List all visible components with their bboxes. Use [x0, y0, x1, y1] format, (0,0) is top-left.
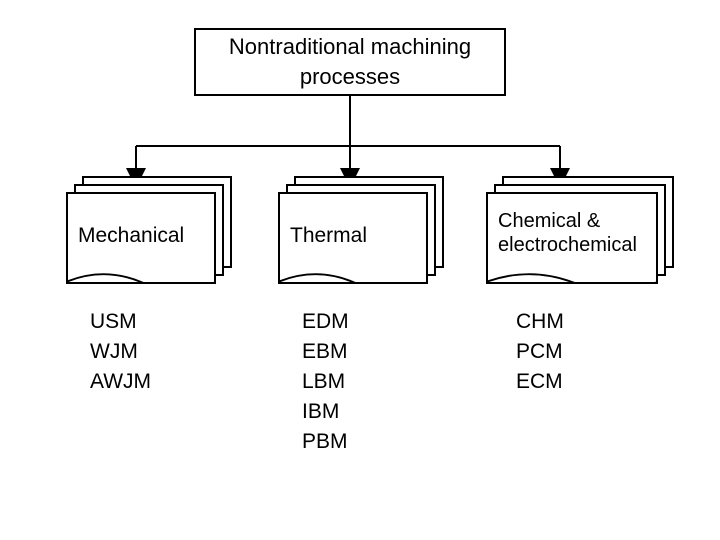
- category-sheet-front: Thermal: [278, 192, 428, 284]
- list-item: PCM: [516, 340, 564, 364]
- category-label: Thermal: [290, 223, 367, 248]
- list-item: AWJM: [90, 370, 151, 394]
- list-item: CHM: [516, 310, 564, 334]
- category-stack-mechanical: Mechanical: [66, 176, 232, 284]
- list-item: LBM: [302, 370, 349, 394]
- sheet-wave-icon: [486, 264, 658, 284]
- sheet-wave-icon: [278, 264, 428, 284]
- category-label: Chemical & electrochemical: [498, 209, 637, 257]
- root-line2: processes: [229, 62, 471, 92]
- root-line1: Nontraditional machining: [229, 32, 471, 62]
- category-items-chemical: CHM PCM ECM: [516, 310, 564, 400]
- category-label: Mechanical: [78, 223, 184, 248]
- list-item: PBM: [302, 430, 349, 454]
- list-item: EBM: [302, 340, 349, 364]
- list-item: USM: [90, 310, 151, 334]
- list-item: EDM: [302, 310, 349, 334]
- category-sheet-front: Mechanical: [66, 192, 216, 284]
- category-sheet-front: Chemical & electrochemical: [486, 192, 658, 284]
- category-items-mechanical: USM WJM AWJM: [90, 310, 151, 400]
- root-box: Nontraditional machining processes: [194, 28, 506, 96]
- category-stack-thermal: Thermal: [278, 176, 444, 284]
- category-items-thermal: EDM EBM LBM IBM PBM: [302, 310, 349, 460]
- category-stack-chemical: Chemical & electrochemical: [486, 176, 674, 284]
- list-item: WJM: [90, 340, 151, 364]
- list-item: ECM: [516, 370, 564, 394]
- sheet-wave-icon: [66, 264, 216, 284]
- list-item: IBM: [302, 400, 349, 424]
